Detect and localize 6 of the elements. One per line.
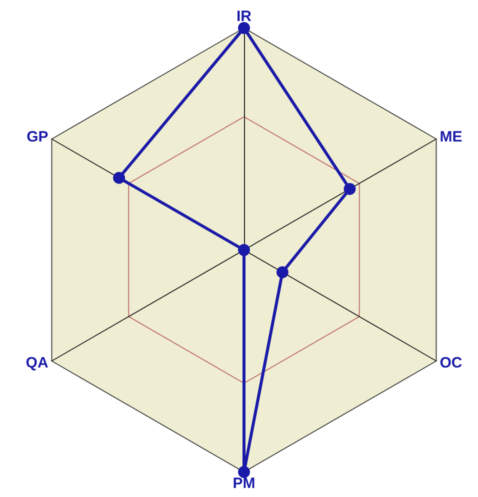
spoke-label: ME bbox=[440, 128, 462, 146]
spoke-label: OC bbox=[440, 354, 462, 372]
spoke-label: PM bbox=[232, 475, 256, 492]
spoke-label: IR bbox=[236, 8, 252, 25]
spoke-label: GP bbox=[26, 128, 48, 146]
spoke-label: QA bbox=[26, 354, 48, 372]
